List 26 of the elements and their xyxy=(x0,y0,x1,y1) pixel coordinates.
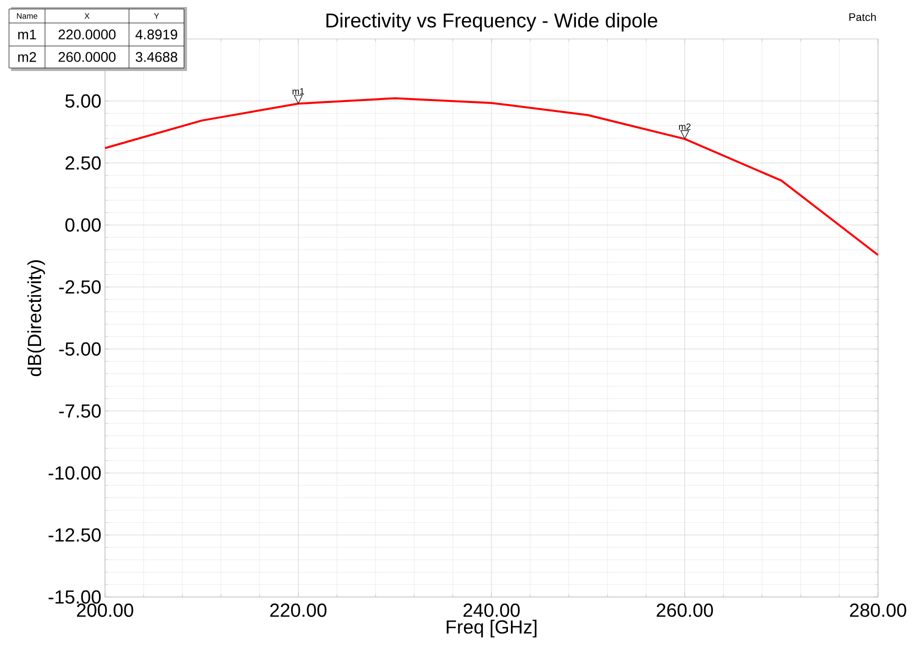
annotation: m1 xyxy=(292,88,304,94)
annotation: 4.8919 xyxy=(135,30,178,40)
x-tick-label: 220.00 xyxy=(270,604,326,617)
annotation: 260.0000 xyxy=(58,52,116,62)
y-tick-label: -5.00 xyxy=(59,342,101,356)
y-tick-label: -2.50 xyxy=(59,280,101,294)
y-tick-label: 5.00 xyxy=(65,94,101,108)
y-tick-label: -7.50 xyxy=(59,404,101,418)
text: m2 xyxy=(18,52,36,62)
text: m1 xyxy=(18,30,36,40)
chart-title: Directivity vs Frequency - Wide dipole xyxy=(326,12,658,32)
y-tick-label: 0.00 xyxy=(65,218,101,232)
y-tick-label: -15.00 xyxy=(48,590,101,604)
x-tick-label: 200.00 xyxy=(77,604,134,617)
annotation: 220.0000 xyxy=(58,30,116,40)
x-tick-label: 260.00 xyxy=(656,604,713,617)
annotation: m2 xyxy=(679,123,691,130)
y-tick-label: -12.50 xyxy=(48,528,101,542)
x-axis-title: Freq [GHz] xyxy=(446,620,536,638)
y-axis-title: dB(Directivity) xyxy=(27,260,45,376)
annotation: 3.4688 xyxy=(136,52,178,62)
y-tick-label: -10.00 xyxy=(48,466,101,480)
x-tick-label: 240.00 xyxy=(464,604,520,617)
text: Patch xyxy=(849,12,876,22)
x-tick-label: 280.00 xyxy=(850,604,906,617)
y-tick-label: 2.50 xyxy=(66,156,101,170)
